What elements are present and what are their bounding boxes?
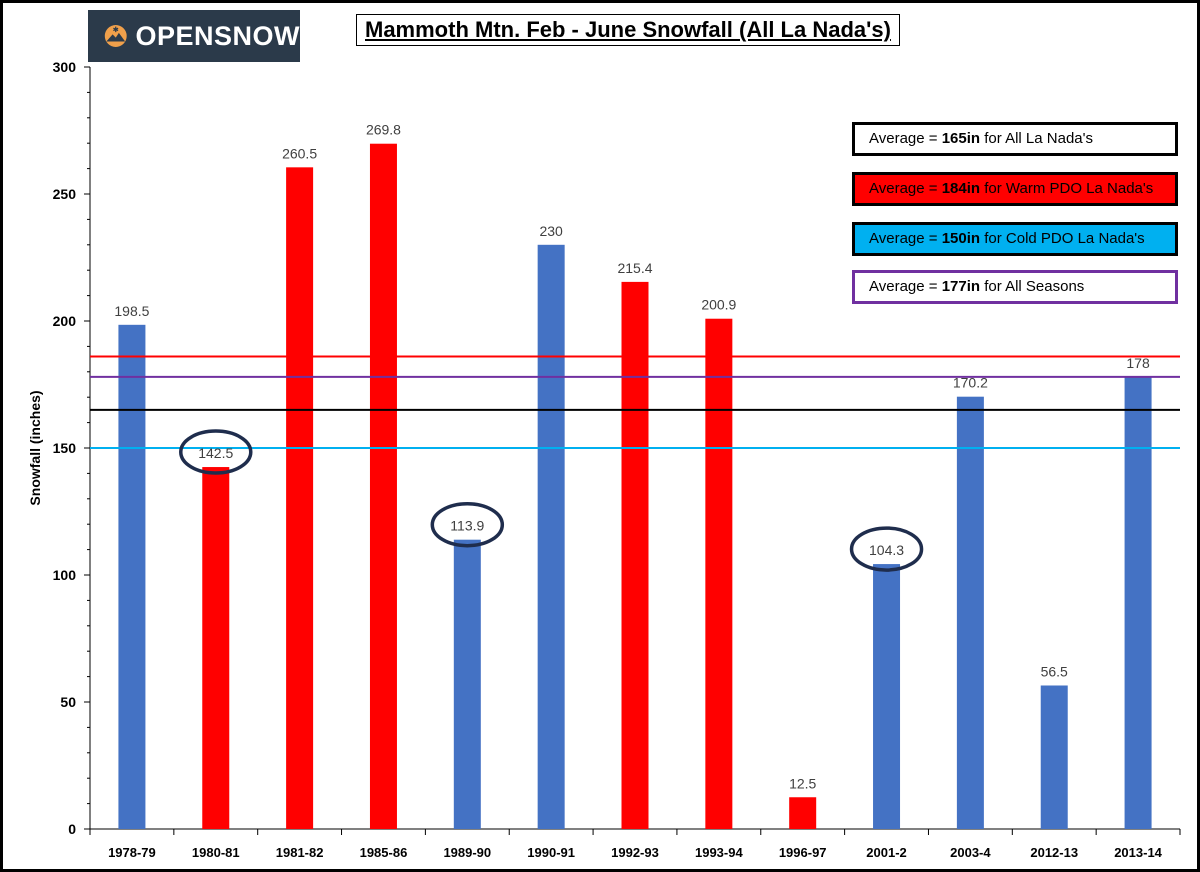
legend-entry-3: Average = 177in for All Seasons	[852, 270, 1178, 304]
bar-1978-79	[118, 324, 146, 829]
bar-2003-4	[956, 396, 984, 829]
value-label-2003-4: 170.2	[953, 375, 988, 391]
bar-1980-81	[202, 467, 230, 829]
reference-lines	[90, 355, 1180, 449]
x-tick-label-1992-93: 1992-93	[611, 845, 659, 860]
value-label-2013-14: 178	[1126, 355, 1150, 371]
x-tick-label-1981-82: 1981-82	[276, 845, 324, 860]
logo-text: OPENSNOW	[135, 20, 300, 51]
y-tick-label: 100	[53, 567, 77, 583]
snowflake-mountain-icon	[104, 25, 127, 47]
bar-1990-91	[537, 244, 565, 830]
y-axis-label: Snowfall (inches)	[27, 390, 43, 505]
bar-1989-90	[453, 539, 481, 829]
x-tick-label-1989-90: 1989-90	[443, 845, 491, 860]
x-tick-label-1990-91: 1990-91	[527, 845, 575, 860]
legend-value: 177in	[941, 278, 981, 295]
x-tick-label-2012-13: 2012-13	[1030, 845, 1078, 860]
legend-prefix: Average =	[869, 230, 942, 247]
y-tick-label: 0	[68, 821, 76, 837]
bar-2012-13	[1040, 685, 1068, 829]
highlight-circle-1980-81	[179, 429, 253, 475]
bar-1985-86	[369, 143, 397, 829]
x-tick-label-2013-14: 2013-14	[1114, 845, 1162, 860]
x-tick-label-1978-79: 1978-79	[108, 845, 156, 860]
opensnow-logo: OPENSNOW	[88, 10, 300, 62]
x-tick-label-1980-81: 1980-81	[192, 845, 240, 860]
legend-prefix: Average =	[869, 180, 942, 197]
x-tick-label-2003-4: 2003-4	[950, 845, 991, 860]
legend-suffix: for All La Nada's	[980, 130, 1093, 147]
y-tick-label: 200	[53, 313, 77, 329]
value-label-1996-97: 12.5	[789, 775, 816, 791]
value-label-1990-91: 230	[539, 223, 563, 239]
highlight-circle-2001-2	[849, 526, 924, 572]
bar-1996-97	[789, 797, 817, 829]
value-label-1985-86: 269.8	[366, 122, 401, 138]
chart-bars	[118, 143, 1152, 830]
value-labels: 198.5 142.5 260.5 269.8 113.9 230 215.4 200.9 12…	[114, 122, 1150, 792]
legend-prefix: Average =	[869, 130, 942, 147]
y-tick-label: 150	[53, 440, 77, 456]
value-label-1989-90: 113.9	[450, 518, 484, 534]
legend-entry-1: Average = 184in for Warm PDO La Nada's	[852, 172, 1178, 206]
x-tick-label-1993-94: 1993-94	[695, 845, 743, 860]
value-label-1992-93: 215.4	[617, 260, 652, 276]
bar-2013-14	[1124, 376, 1152, 829]
legend-value: 184in	[941, 180, 981, 197]
y-tick-label: 250	[53, 186, 77, 202]
x-tick-labels: 1978-79 1980-81 1981-82 1985-86 1989-90 1990-…	[108, 845, 1163, 860]
legend-prefix: Average =	[869, 278, 942, 295]
legend-value: 165in	[941, 130, 981, 147]
x-tick-label-2001-2: 2001-2	[866, 845, 906, 860]
highlight-circles	[179, 429, 924, 572]
legend-value: 150in	[941, 230, 981, 247]
x-tick-label-1996-97: 1996-97	[779, 845, 827, 860]
legend-suffix: for All Seasons	[980, 278, 1085, 295]
value-label-2012-13: 56.5	[1041, 663, 1068, 679]
value-label-2001-2: 104.3	[869, 542, 904, 558]
value-label-1993-94: 200.9	[701, 297, 736, 313]
legend-suffix: for Cold PDO La Nada's	[980, 230, 1145, 247]
bar-1992-93	[621, 281, 649, 829]
y-tick-label: 50	[60, 694, 76, 710]
value-label-1978-79: 198.5	[114, 303, 149, 319]
y-tick-labels: 0 50 100 150 200 250 300	[53, 59, 77, 837]
bar-1993-94	[705, 318, 733, 829]
bar-2001-2	[873, 564, 901, 829]
legend-suffix: for Warm PDO La Nada's	[980, 180, 1154, 197]
highlight-circle-1989-90	[430, 501, 505, 548]
x-tick-label-1985-86: 1985-86	[360, 845, 408, 860]
legend-entry-0: Average = 165in for All La Nada's	[852, 122, 1178, 156]
legend-entry-2: Average = 150in for Cold PDO La Nada's	[852, 222, 1178, 256]
y-tick-label: 300	[53, 59, 77, 75]
bar-1981-82	[286, 167, 314, 829]
value-label-1980-81: 142.5	[198, 445, 233, 461]
value-label-1981-82: 260.5	[282, 145, 317, 161]
chart-title: Mammoth Mtn. Feb - June Snowfall (All La…	[356, 14, 900, 46]
